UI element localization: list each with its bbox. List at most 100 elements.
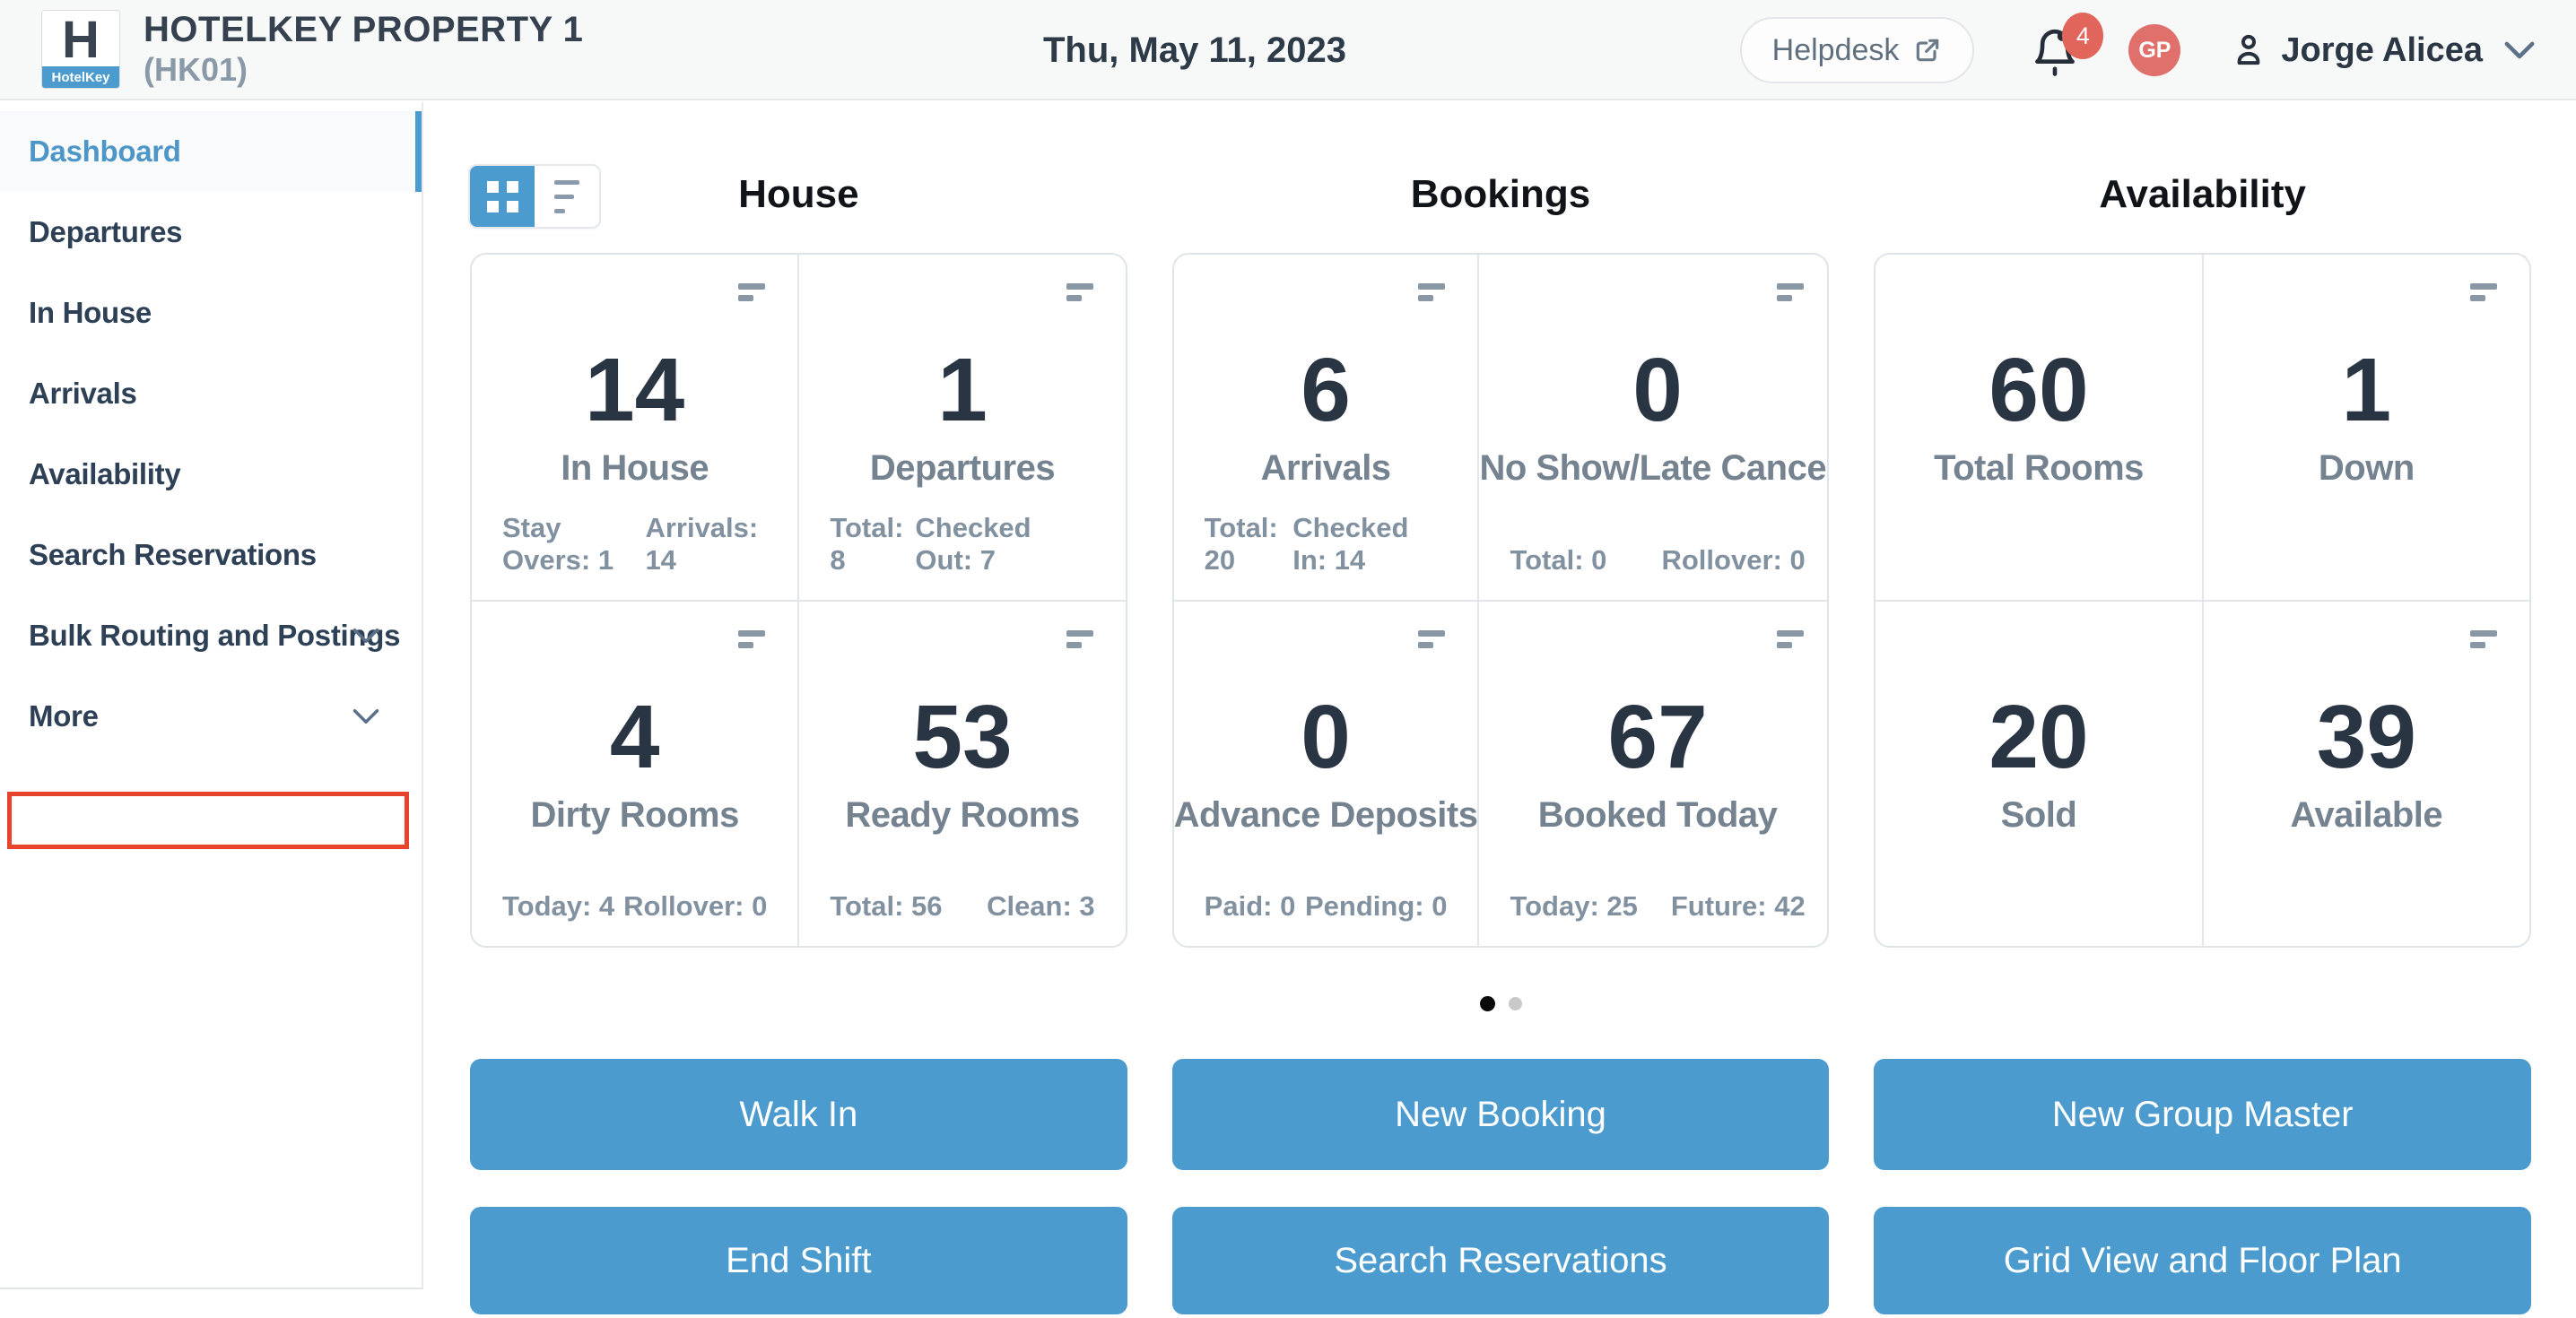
stat-value: 67 (1607, 686, 1708, 787)
chevron-down-icon (2504, 41, 2535, 59)
stat-value: 60 (1989, 340, 2089, 440)
stat-label: Ready Rooms (845, 794, 1080, 835)
stat-right: Clean: 3 (987, 890, 1095, 922)
details-bars-icon (738, 629, 766, 648)
sidebar-item-dashboard[interactable]: Dashboard (0, 111, 422, 192)
stat-label: In House (561, 448, 709, 488)
stat-card-booked-today[interactable]: 67 Booked Today Today: 25 Future: 42 (1478, 600, 1828, 946)
stat-value: 0 (1301, 686, 1351, 787)
details-bars-icon (1066, 629, 1093, 648)
property-title-block: HOTELKEY PROPERTY 1 (HK01) (144, 9, 583, 89)
sidebar-item-bulk-routing[interactable]: Bulk Routing and Postings (0, 595, 422, 676)
stat-card-down[interactable]: 1 Down (2202, 255, 2530, 601)
grid-view-floor-plan-button[interactable]: Grid View and Floor Plan (1874, 1207, 2532, 1314)
stat-card-dirty-rooms[interactable]: 4 Dirty Rooms Today: 4 Rollover: 0 (472, 600, 799, 946)
stat-label: Sold (2000, 794, 2077, 835)
details-bars-icon (1776, 283, 1804, 301)
sidebar-item-departures[interactable]: Departures (0, 192, 422, 273)
stat-right: Checked In: 14 (1292, 511, 1409, 576)
search-reservations-button[interactable]: Search Reservations (1171, 1207, 1830, 1314)
stat-value: 0 (1632, 340, 1683, 440)
hotelkey-logo: H HotelKey (41, 10, 120, 89)
main-content: House 14 In House Stay Overs: 1 Arrivals… (425, 102, 2576, 1314)
stat-card-in-house[interactable]: 14 In House Stay Overs: 1 Arrivals: 14 (472, 255, 799, 601)
logo-brand-label: HotelKey (42, 66, 119, 88)
user-menu[interactable]: Jorge Alicea (2231, 30, 2535, 70)
stat-card-departures[interactable]: 1 Departures Total: 8 Checked Out: 7 (798, 255, 1126, 601)
notification-badge: 4 (2062, 13, 2104, 59)
stat-card-arrivals[interactable]: 6 Arrivals Total: 20 Checked In: 14 (1173, 255, 1479, 601)
details-bars-icon (1066, 283, 1093, 301)
section-house: House 14 In House Stay Overs: 1 Arrivals… (470, 170, 1127, 948)
sidebar-item-search-reservations[interactable]: Search Reservations (0, 515, 422, 595)
sidebar-nav: Dashboard Departures In House Arrivals A… (0, 102, 422, 757)
person-icon (2238, 34, 2260, 65)
grid-view-icon (486, 180, 518, 212)
list-view-icon (554, 179, 579, 213)
external-link-icon (1917, 39, 1939, 62)
helpdesk-label: Helpdesk (1771, 32, 1900, 67)
dashboard-sections: House 14 In House Stay Overs: 1 Arrivals… (425, 170, 2576, 948)
list-view-button[interactable] (535, 166, 599, 227)
new-group-master-button[interactable]: New Group Master (1874, 1059, 2532, 1170)
bookings-card-group: 6 Arrivals Total: 20 Checked In: 14 0 No… (1171, 253, 1830, 948)
stat-label: Total Rooms (1934, 448, 2144, 488)
sidebar-item-in-house[interactable]: In House (0, 273, 422, 353)
stat-value: 4 (609, 686, 660, 787)
stat-label: Available (2290, 794, 2443, 835)
stat-value: 14 (585, 340, 685, 440)
house-card-group: 14 In House Stay Overs: 1 Arrivals: 14 1… (470, 253, 1127, 948)
helpdesk-button[interactable]: Helpdesk (1739, 17, 1975, 83)
notifications-button[interactable]: 4 (2030, 13, 2104, 77)
stat-card-advance-deposits[interactable]: 0 Advance Deposits Paid: 0 Pending: 0 (1173, 600, 1479, 946)
grid-view-button[interactable] (470, 166, 535, 227)
stat-card-ready-rooms[interactable]: 53 Ready Rooms Total: 56 Clean: 3 (798, 600, 1126, 946)
view-toggle (468, 164, 601, 229)
stat-card-no-show-late-cancel[interactable]: 0 No Show/Late Cancel Total: 0 Rollover:… (1478, 255, 1828, 601)
chevron-down-icon (352, 709, 379, 724)
details-bars-icon (2470, 629, 2498, 648)
sidebar-item-arrivals[interactable]: Arrivals (0, 353, 422, 434)
sidebar-item-availability[interactable]: Availability (0, 434, 422, 515)
more-annotation-highlight (7, 792, 409, 849)
sidebar-item-label: Arrivals (29, 377, 137, 410)
stat-right: Pending: 0 (1305, 890, 1448, 922)
stat-right: Checked Out: 7 (915, 511, 1031, 576)
new-booking-button[interactable]: New Booking (1171, 1059, 1830, 1170)
stat-card-available[interactable]: 39 Available (2202, 600, 2530, 946)
stat-value: 39 (2316, 686, 2416, 787)
carousel-dot-2[interactable] (1508, 997, 1522, 1010)
walk-in-button[interactable]: Walk In (470, 1059, 1127, 1170)
section-title: House (738, 172, 859, 216)
end-shift-button[interactable]: End Shift (470, 1207, 1127, 1314)
stat-left: Total: 56 (830, 890, 943, 922)
stat-card-total-rooms[interactable]: 60 Total Rooms (1875, 255, 2203, 601)
stat-card-sold[interactable]: 20 Sold (1875, 600, 2203, 946)
stat-right: Rollover: 0 (623, 890, 768, 922)
current-date: Thu, May 11, 2023 (1043, 30, 1346, 70)
stat-left: Total: 20 (1204, 511, 1278, 576)
sidebar-item-label: Departures (29, 215, 183, 248)
details-bars-icon (2470, 283, 2498, 301)
stat-value: 6 (1301, 340, 1351, 440)
logo-letter: H (62, 11, 100, 69)
stat-left: Paid: 0 (1204, 890, 1296, 922)
active-indicator-bar (415, 111, 422, 192)
availability-card-group: 60 Total Rooms 1 Down 20 Sold 39 (1874, 253, 2532, 948)
details-bars-icon (738, 283, 766, 301)
property-name: HOTELKEY PROPERTY 1 (144, 10, 584, 50)
sidebar-item-label: More (29, 699, 99, 733)
user-name: Jorge Alicea (2281, 30, 2483, 69)
stat-value: 1 (2341, 340, 2392, 440)
carousel-dot-1[interactable] (1479, 996, 1495, 1011)
sidebar-item-label: Availability (29, 457, 181, 490)
sidebar: Dashboard Departures In House Arrivals A… (0, 102, 423, 1289)
avatar[interactable]: GP (2128, 24, 2181, 76)
action-buttons-row-2: End Shift Search Reservations Grid View … (425, 1207, 2576, 1314)
sidebar-item-label: Dashboard (29, 134, 181, 168)
stat-right: Arrivals: 14 (645, 511, 759, 576)
sidebar-item-more[interactable]: More (0, 676, 422, 757)
stat-label: Booked Today (1537, 794, 1778, 835)
sidebar-item-label: Bulk Routing and Postings (29, 619, 401, 652)
stat-label: Dirty Rooms (530, 794, 740, 835)
